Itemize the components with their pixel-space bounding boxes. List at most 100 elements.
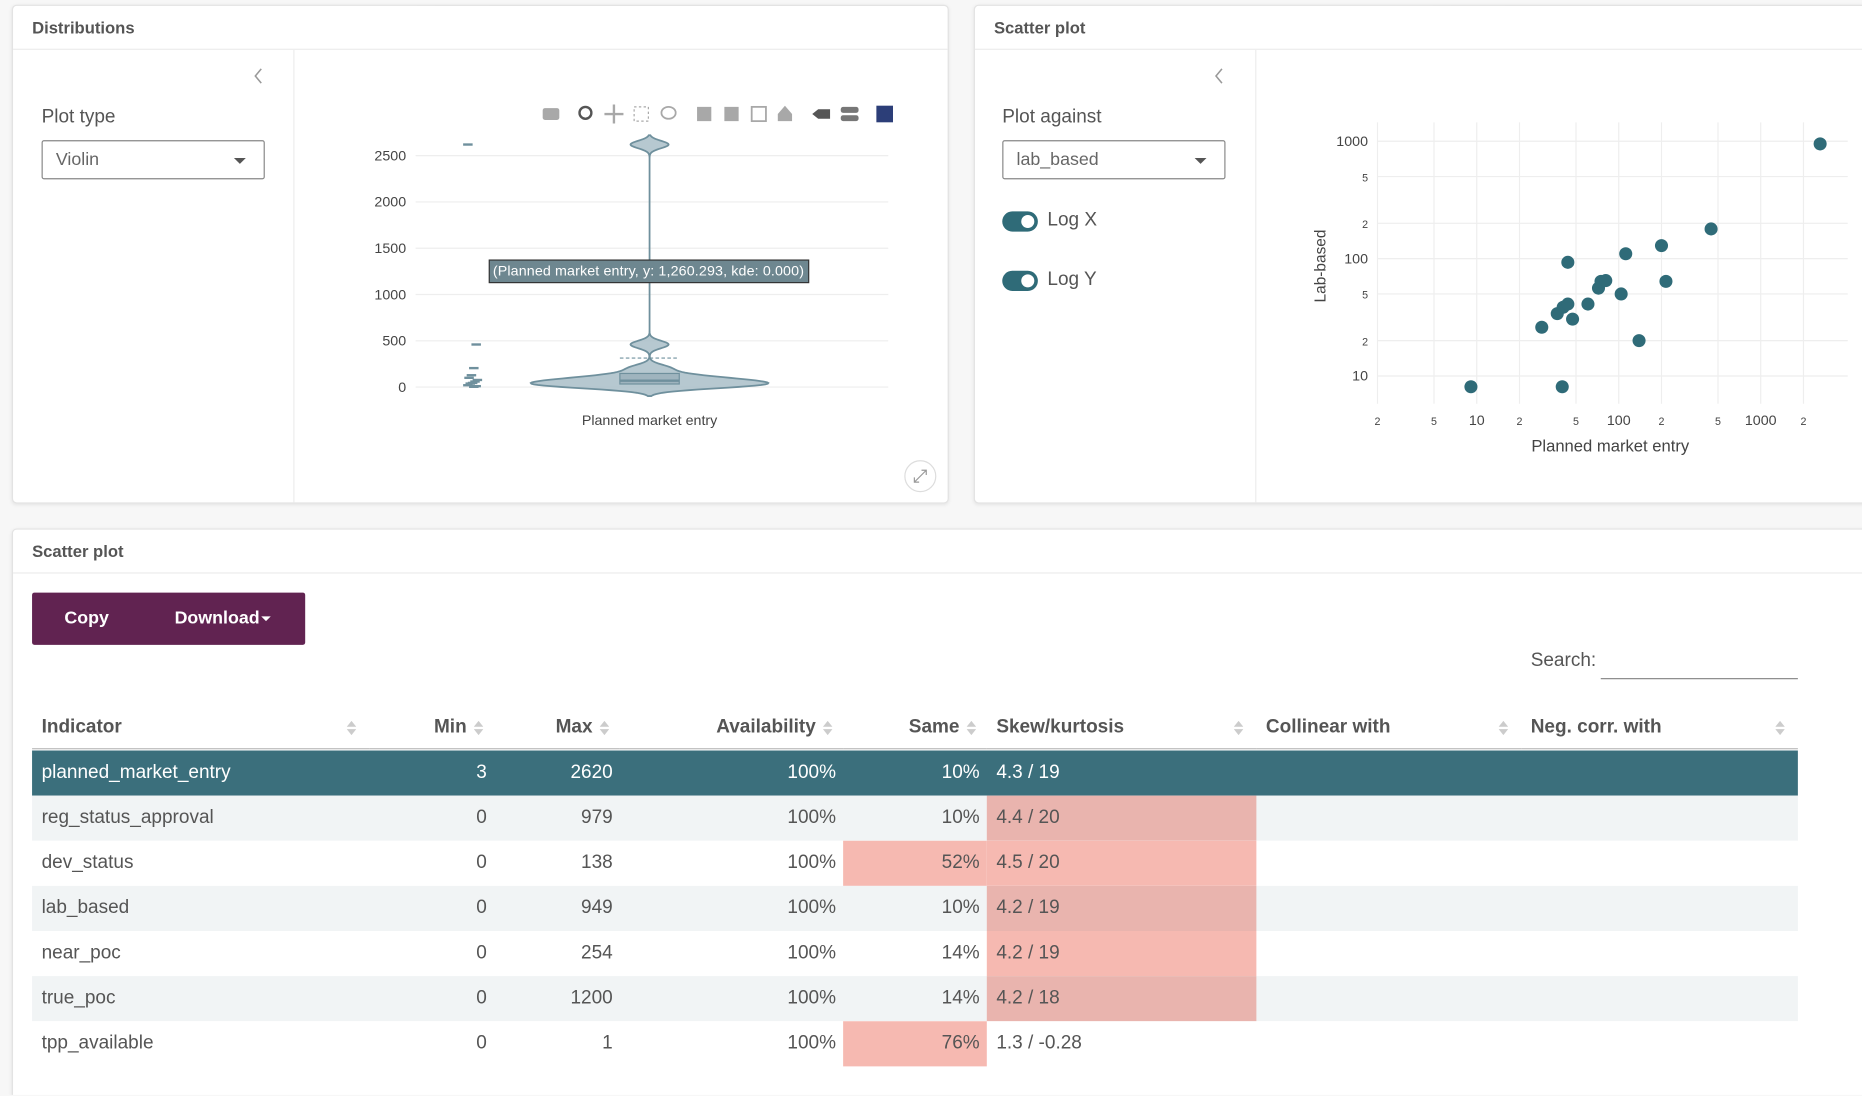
table-cell: 4.2 / 19 <box>986 885 1257 931</box>
plotly-logo[interactable] <box>876 105 893 123</box>
y-tick-label: 2 <box>1362 336 1368 348</box>
hover-icon[interactable] <box>840 106 859 113</box>
column-header[interactable]: Indicator <box>32 705 370 750</box>
point <box>1561 255 1575 269</box>
sort-icon <box>1498 720 1509 736</box>
copy-button[interactable]: Copy <box>64 608 109 629</box>
table-cell: true_poc <box>41 988 116 1009</box>
table-row[interactable] <box>32 976 1798 1022</box>
toggle-label: Log Y <box>1047 269 1097 290</box>
table-row[interactable] <box>32 795 1798 841</box>
table-cell: 3 <box>476 762 487 783</box>
column-header[interactable]: Skew/kurtosis <box>986 705 1257 750</box>
divider <box>1255 49 1257 503</box>
button-group: Copy Download <box>32 592 306 645</box>
select-icon[interactable] <box>633 106 649 122</box>
point <box>1555 380 1569 394</box>
x-axis-label: Planned market entry <box>1531 436 1690 455</box>
download-button[interactable]: Download <box>174 608 260 629</box>
control-label: Plot against <box>1002 106 1102 128</box>
knob <box>1021 274 1035 288</box>
column-header[interactable]: Availability <box>619 705 844 750</box>
search-input[interactable] <box>1600 648 1798 680</box>
collapse-icon[interactable] <box>1214 68 1223 84</box>
sort-arrows <box>346 720 357 736</box>
knob <box>1021 214 1035 228</box>
toggle[interactable] <box>1002 211 1038 232</box>
point <box>1654 239 1669 253</box>
table-cell: 10% <box>941 897 980 918</box>
sort-icon <box>1233 720 1244 736</box>
column-header[interactable]: Min <box>369 705 494 750</box>
y-tick-label: 2500 <box>374 148 406 164</box>
point <box>469 366 479 370</box>
x-tick-label: 2 <box>1375 416 1381 428</box>
lasso-icon[interactable] <box>660 105 677 120</box>
point <box>1561 297 1575 311</box>
x-axis-label: Planned market entry <box>582 413 718 429</box>
select[interactable]: Violin <box>41 140 265 180</box>
sort-arrows <box>473 720 484 736</box>
table-cell: 100% <box>787 807 836 828</box>
table-row[interactable] <box>32 750 1798 796</box>
y-tick-label: 5 <box>1362 172 1368 184</box>
panel-title: Scatter plot <box>974 6 1862 50</box>
x-tick-label: 10 <box>1469 413 1485 429</box>
column-header[interactable]: Neg. corr. with <box>1521 705 1798 750</box>
select-value: Violin <box>55 149 100 170</box>
table-cell: 14% <box>941 942 980 964</box>
scatter-panel: Scatter plot Plot against lab_based Log … <box>973 4 1862 504</box>
autoscale-icon[interactable] <box>750 105 767 123</box>
toggle[interactable] <box>1002 270 1038 291</box>
point <box>472 378 483 382</box>
point <box>1535 320 1549 334</box>
collapse-icon[interactable] <box>254 68 262 84</box>
table-cell: 138 <box>581 852 613 873</box>
point <box>1704 222 1718 236</box>
sort-icon <box>599 720 610 736</box>
table-cell: dev_status <box>41 852 134 873</box>
column-header[interactable]: Max <box>494 705 620 750</box>
zoom-in-icon[interactable] <box>697 106 712 122</box>
table-cell: 4.5 / 20 <box>986 840 1257 886</box>
point <box>463 384 473 387</box>
charts: 0 500 1000 1500 2000 2500 Planned market entry… <box>254 68 1848 493</box>
table-cell: 0 <box>476 807 487 828</box>
table-cell: 2620 <box>570 762 613 783</box>
x-tick-label: 5 <box>1573 416 1579 428</box>
column-header[interactable]: Collinear with <box>1256 705 1522 750</box>
point <box>1581 297 1595 311</box>
table-cell: 0 <box>476 988 487 1009</box>
sort-arrows <box>1498 720 1509 736</box>
table-cell: 100% <box>787 1033 836 1054</box>
point <box>465 382 475 385</box>
hover-icon[interactable] <box>840 115 859 122</box>
caret <box>233 157 246 164</box>
caret <box>261 616 271 622</box>
table-row[interactable] <box>32 931 1798 977</box>
point <box>1464 380 1478 394</box>
x-tick-label: 2 <box>1801 416 1807 428</box>
point <box>1619 247 1633 261</box>
y-tick-label: 1000 <box>374 287 406 303</box>
spike-icon[interactable] <box>812 109 831 119</box>
pan-icon[interactable] <box>604 104 624 124</box>
x-tick-label: 1000 <box>1745 413 1777 429</box>
zoom-icon[interactable] <box>578 105 593 120</box>
x-tick-label: 2 <box>1659 416 1665 428</box>
table-row[interactable] <box>32 885 1798 931</box>
table-cell: 14% <box>941 988 980 1009</box>
select[interactable]: lab_based <box>1002 140 1226 180</box>
sort-arrows <box>599 720 610 736</box>
y-tick-label: 100 <box>1344 251 1368 267</box>
zoom-out-icon[interactable] <box>724 106 739 122</box>
home-icon[interactable] <box>777 105 793 122</box>
table-cell: reg_status_approval <box>41 807 214 828</box>
sort-arrows <box>1775 720 1785 736</box>
x-tick-label: 2 <box>1517 416 1523 428</box>
table-cell: 52% <box>843 840 987 886</box>
table-cell: 1200 <box>570 988 613 1009</box>
column-header[interactable]: Same <box>843 705 987 750</box>
camera-icon[interactable] <box>542 108 560 120</box>
